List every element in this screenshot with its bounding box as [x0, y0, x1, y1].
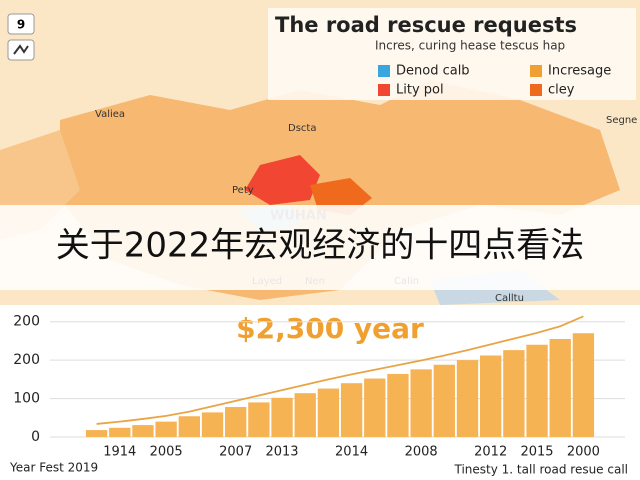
x-tick-label: 2008: [405, 445, 438, 460]
x-tick-label: 2012: [474, 445, 507, 460]
badge[interactable]: 9: [17, 18, 25, 32]
bar: [85, 430, 108, 437]
y-tick-label: 100: [13, 391, 40, 407]
map-title: The road rescue requests: [275, 13, 577, 37]
place-label: Dscta: [288, 123, 316, 134]
legend-panel: [268, 8, 636, 100]
legend-label: Denod calb: [396, 64, 470, 79]
legend-label: Incresage: [548, 64, 611, 79]
footer-left: Year Fest 2019: [9, 461, 98, 475]
bar: [526, 344, 548, 437]
bar: [387, 373, 409, 437]
map: 9 The road rescue requests Incres, curin…: [0, 0, 640, 305]
bar: [294, 393, 316, 437]
legend-swatch: [378, 65, 390, 77]
x-tick-label: 2007: [219, 445, 252, 460]
y-tick-label: 0: [31, 429, 40, 445]
bar: [317, 388, 340, 437]
bar: [201, 412, 224, 437]
x-tick-label: 2015: [520, 445, 553, 460]
tool-icon: [13, 44, 29, 55]
y-tick-label: 200: [13, 314, 40, 330]
bar: [410, 369, 432, 437]
legend-label: cley: [548, 83, 575, 98]
bar: [364, 378, 386, 437]
bar: [225, 407, 247, 437]
bar: [456, 360, 479, 437]
legend: Denod calb Incresage Lity pol cley: [378, 64, 611, 98]
x-tick-label: 2014: [335, 445, 368, 460]
banner-strip: [0, 205, 640, 290]
bar: [572, 333, 595, 437]
legend-swatch: [378, 84, 390, 96]
bar: [503, 350, 525, 437]
bar: [480, 355, 502, 437]
place-label: Segne: [606, 115, 637, 126]
legend-label: Lity pol: [396, 83, 444, 98]
bar: [271, 397, 293, 437]
x-tick-label: 2013: [265, 445, 298, 460]
trend-line: [96, 315, 584, 425]
footer-right: Tinesty 1. tall road resue call: [454, 463, 628, 477]
bar: [248, 402, 270, 437]
bar: [178, 416, 200, 437]
bar: [340, 383, 363, 437]
place-label: Calltu: [495, 293, 524, 304]
place-label: Pety: [232, 185, 254, 196]
x-tick-label: 2005: [150, 445, 183, 460]
banner: 关于2022年宏观经济的十四点看法: [56, 226, 585, 266]
legend-swatch: [530, 84, 542, 96]
y-tick-label: 200: [13, 352, 40, 368]
place-label: Valiea: [95, 109, 125, 120]
bar: [155, 421, 177, 437]
x-tick-label: 1914: [103, 445, 136, 460]
region-red: [245, 155, 320, 205]
chart-title: $2,300 year: [236, 312, 424, 345]
map-subtitle: Incres, curing hease tescus hap: [375, 39, 565, 53]
bar: [433, 364, 455, 437]
bar: [109, 427, 131, 437]
bar: [132, 425, 154, 437]
chart: $2,300 year Year Fest 2019 Tinesty 1. ta…: [9, 312, 628, 477]
badge-box[interactable]: [7, 13, 35, 35]
bar: [549, 338, 571, 437]
legend-swatch: [530, 65, 542, 77]
x-tick-label: 2000: [567, 445, 600, 460]
tool-button[interactable]: [7, 39, 35, 61]
